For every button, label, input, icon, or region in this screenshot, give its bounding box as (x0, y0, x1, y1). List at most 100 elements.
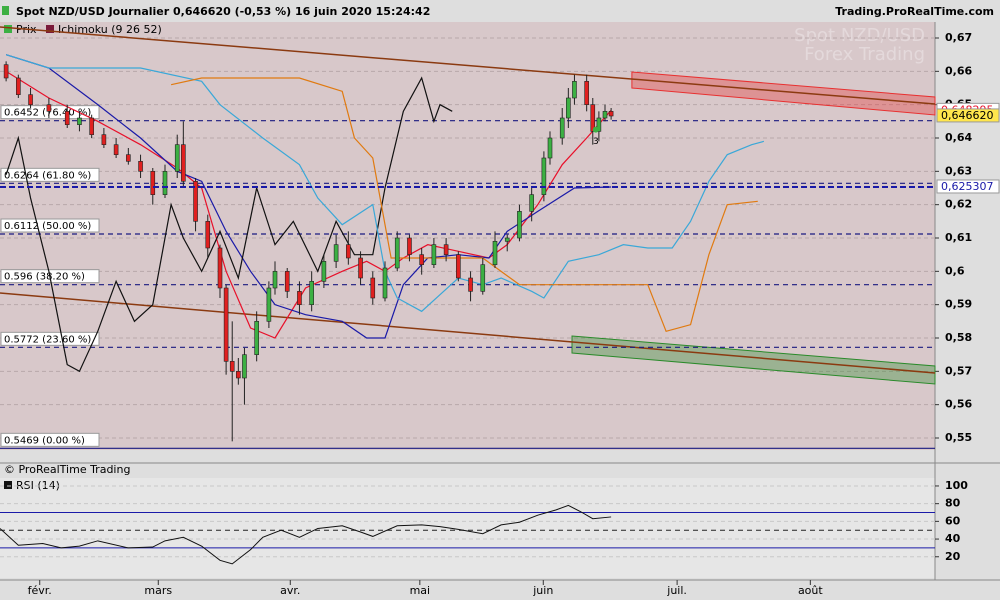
y-tick-label: 0,67 (945, 31, 972, 44)
x-tick-label: mai (410, 584, 431, 597)
y-tick-label: 0,62 (945, 198, 972, 211)
x-tick-label: juin (532, 584, 553, 597)
fib-label: 0.6452 (76.40 %) (4, 108, 91, 119)
y-tick-label: 0,55 (945, 431, 972, 444)
candle-body (272, 271, 278, 289)
candle-body (504, 237, 510, 242)
fib-label: 0.6112 (50.00 %) (4, 221, 91, 232)
y-tick-label: 0,64 (945, 131, 972, 144)
x-tick-label: févr. (28, 584, 52, 597)
candle-body (572, 81, 577, 99)
annotation: 3 (593, 137, 599, 147)
fib-label-box (0, 432, 100, 447)
x-tick-label: juil. (666, 584, 687, 597)
candle-body (28, 94, 33, 105)
candle-body (541, 157, 547, 195)
candle-body (64, 111, 70, 125)
y-tick-label: 20 (945, 550, 961, 563)
candle-body (236, 371, 241, 379)
candle-body (284, 271, 290, 292)
price-label-box (936, 179, 1000, 194)
y-tick-label: 100 (945, 479, 968, 492)
fib-label-box (0, 331, 100, 346)
candle-body (309, 281, 314, 305)
fib-label: 0.5772 (23.60 %) (4, 334, 91, 345)
candle-body (162, 171, 168, 195)
fib-label-box (0, 218, 100, 233)
x-tick-label: avr. (280, 584, 300, 597)
y-tick-label: 0,59 (945, 298, 972, 311)
candle-body (217, 247, 223, 289)
trend-line (0, 292, 936, 374)
candle-body (480, 264, 486, 292)
y-tick-label: 0,6 (945, 264, 965, 277)
candle-body (456, 254, 461, 279)
candle-body (407, 237, 412, 255)
fib-label: 0.6264 (61.80 %) (4, 170, 91, 181)
price-panel (0, 22, 935, 450)
legend-icon (46, 25, 54, 33)
candle-body (590, 104, 596, 132)
fib-label: 0.596 (38.20 %) (4, 272, 85, 283)
candle-body (126, 154, 131, 162)
legend-entry: Ichimoku (9 26 52) (58, 23, 162, 36)
candle-body (346, 244, 351, 259)
candle-body (382, 267, 388, 299)
signal-marker (592, 126, 599, 133)
candle-body (419, 254, 424, 265)
y-tick-label: 0,63 (945, 164, 972, 177)
candle-body (205, 221, 211, 249)
candle-body (174, 144, 180, 172)
candle-body (370, 277, 376, 299)
rsi-line (0, 504, 612, 565)
candle-body (150, 171, 156, 195)
price-label: 0,625307 (941, 180, 994, 193)
candle-body (559, 117, 565, 139)
candle-body (16, 77, 21, 95)
indicator-line (5, 54, 612, 339)
y-tick-label: 80 (945, 497, 961, 510)
candle-body (254, 321, 259, 355)
y-tick-label: 0,66 (945, 64, 972, 77)
x-tick-label: août (798, 584, 823, 597)
candle-body (602, 111, 608, 119)
channel (631, 71, 936, 116)
legend-icon (4, 25, 12, 33)
y-tick-label: 0,57 (945, 364, 972, 377)
candle-body (46, 104, 52, 112)
copyright: © ProRealTime Trading (4, 463, 130, 476)
chart-title: Spot NZD/USD Journalier 0,646620 (-0,53 … (16, 5, 430, 18)
watermark: Forex Trading (804, 44, 925, 65)
candle-body (358, 257, 363, 279)
candle-body (547, 137, 553, 159)
y-tick-label: 0,58 (945, 331, 972, 344)
legend-icon (4, 481, 12, 489)
y-tick-label: 60 (945, 514, 961, 527)
watermark: Spot NZD/USD (794, 25, 925, 46)
candle-body (181, 144, 186, 182)
candle-body (266, 287, 272, 322)
candle-body (443, 244, 449, 255)
candle-body (193, 181, 198, 222)
candle-body (584, 81, 589, 105)
y-tick-label: 0,61 (945, 231, 972, 244)
candle-body (608, 111, 614, 117)
candle-body (89, 117, 94, 135)
candle-body (333, 244, 339, 262)
fib-label: 0.5469 (0.00 %) (4, 435, 85, 446)
trend-line (0, 26, 936, 105)
indicator-line (5, 70, 612, 339)
y-tick-label: 0,56 (945, 398, 972, 411)
candle-body (596, 117, 602, 132)
indicator-line (5, 54, 765, 313)
x-tick-label: mars (144, 584, 172, 597)
candle-body (517, 211, 522, 239)
candle-body (297, 291, 302, 305)
candle-body (529, 194, 534, 212)
candle-body (492, 241, 498, 265)
candle-body (468, 277, 473, 292)
candle-body (138, 161, 143, 172)
price-label: 0,646620 (941, 109, 994, 122)
candle-body (431, 244, 437, 265)
